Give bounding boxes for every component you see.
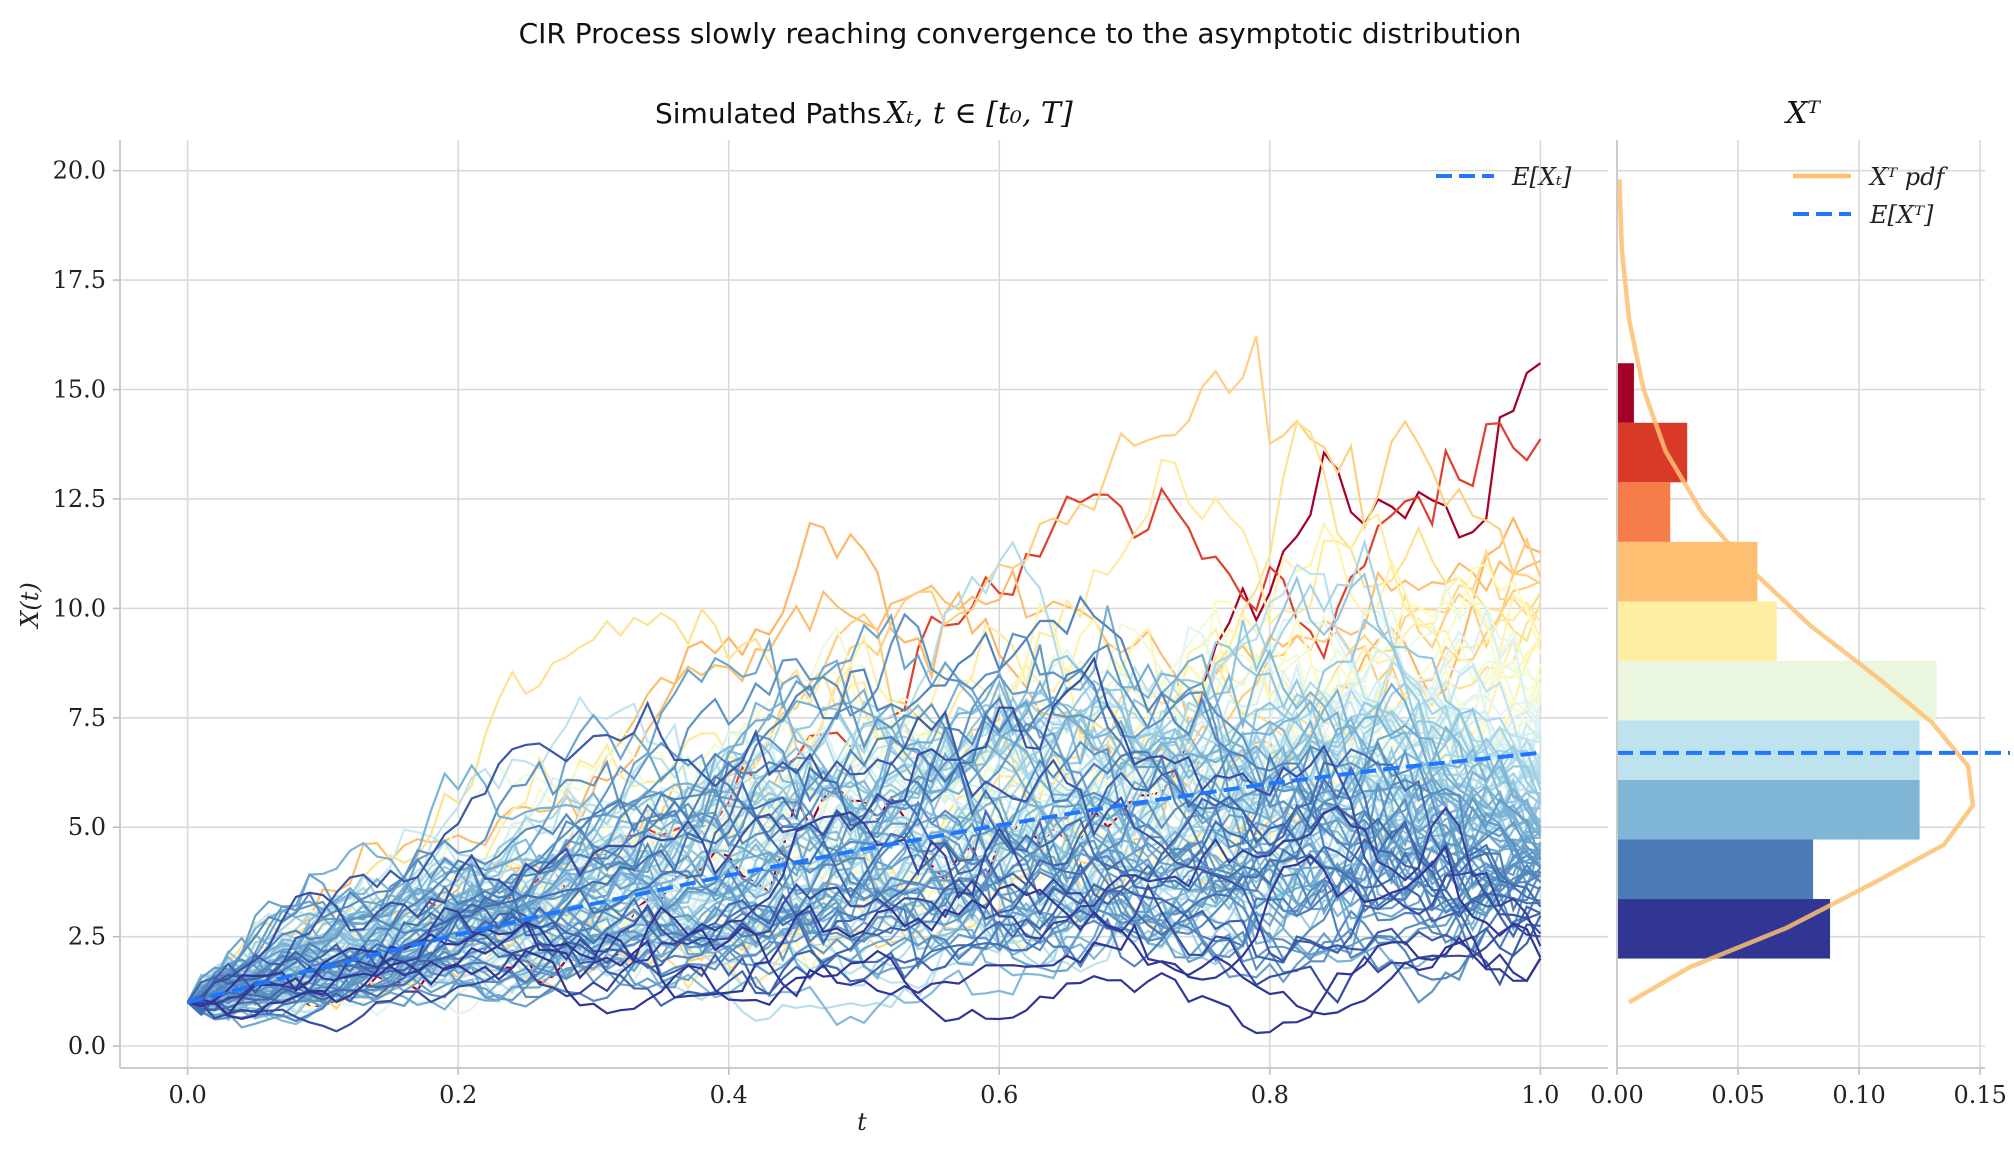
simulated-path (187, 847, 1541, 1004)
simulated-path (186, 748, 1542, 1017)
paths-x-tick-label: 0.6 (980, 1081, 1018, 1109)
legend-pdf-label: Xᵀ pdf (1868, 163, 1949, 191)
expected-value-line (187, 750, 1541, 1005)
paths-y-tick-label: 10.0 (53, 594, 106, 622)
paths-y-tick-label: 12.5 (53, 485, 106, 513)
paths-x-axis-label: t (857, 1108, 867, 1136)
simulated-path (187, 878, 1542, 1004)
paths-x-tick-label: 0.8 (1251, 1081, 1289, 1109)
paths-y-tick-label: 15.0 (53, 376, 106, 404)
simulated-path (187, 804, 1542, 1006)
paths-x-tick-label: 0.0 (169, 1081, 207, 1109)
simulated-path (186, 644, 1542, 1008)
simulated-path (187, 656, 1542, 1004)
simulated-path (186, 594, 1542, 1004)
histogram-bar (1617, 720, 1920, 780)
pdf-curve (1617, 179, 1976, 1005)
simulated-path (187, 667, 1542, 1004)
histogram-bar (1617, 660, 1937, 721)
legend-expected-label: E[Xₜ] (1511, 163, 1572, 191)
histogram-bar (1617, 363, 1634, 423)
paths-y-axis-label: X(t) (16, 582, 44, 629)
histogram-bar (1617, 422, 1688, 483)
paths-x-tick-label: 0.4 (710, 1081, 748, 1109)
paths-spines (119, 140, 1608, 1069)
side-x-tick-label: 0.15 (1953, 1081, 2006, 1109)
paths-y-tick-label: 0.0 (68, 1032, 106, 1060)
paths-axes-title-text: Simulated Paths (655, 97, 882, 130)
simulated-path (187, 844, 1542, 1016)
histogram-bars (1617, 363, 1937, 959)
simulated-paths (186, 335, 1542, 1035)
histogram-bar (1617, 899, 1831, 959)
side-x-tick-label: 0.00 (1590, 1081, 1643, 1109)
simulated-path (187, 612, 1542, 1004)
histogram-bar (1617, 601, 1777, 661)
simulated-path (187, 797, 1541, 1004)
simulated-path (187, 840, 1542, 1004)
side-spines (1616, 140, 1985, 1069)
paths-x-tick-label: 1.0 (1521, 1081, 1559, 1109)
paths-legend: E[Xₜ] (1436, 163, 1572, 191)
figure-suptitle: CIR Process slowly reaching convergence … (519, 17, 1522, 50)
simulated-path (187, 795, 1541, 1011)
paths-y-tick-label: 20.0 (53, 157, 106, 185)
terminal-distribution-axes: Xᵀ 0.00 0.05 0.10 0.15 Xᵀ pdf E[Xᵀ] (1590, 96, 2010, 1109)
simulated-path (187, 701, 1542, 1004)
simulated-path (187, 922, 1542, 1016)
simulated-path (187, 700, 1541, 1004)
simulated-path (187, 826, 1541, 1033)
side-x-tick-label: 0.10 (1832, 1081, 1885, 1109)
paths-y-tick-label: 5.0 (68, 813, 106, 841)
side-axes-title: Xᵀ (1784, 96, 1821, 131)
simulated-path (186, 808, 1542, 1011)
histogram-bar (1617, 779, 1920, 840)
histogram-bar (1617, 839, 1814, 900)
paths-x-ticks: 0.0 0.2 0.4 0.6 0.8 1.0 (169, 1068, 1559, 1109)
simulated-path (186, 769, 1541, 1003)
side-x-tick-label: 0.05 (1711, 1081, 1764, 1109)
paths-y-tick-label: 2.5 (68, 923, 106, 951)
histogram-bar (1617, 482, 1671, 542)
legend-terminal-expected-label: E[Xᵀ] (1869, 201, 1934, 229)
simulated-path (186, 741, 1541, 1004)
side-legend: Xᵀ pdf E[Xᵀ] (1793, 163, 1949, 229)
paths-axes-title-math: Xₜ, t ∈ [t₀, T] (883, 96, 1073, 131)
simulated-path (186, 648, 1542, 1017)
paths-y-tick-label: 17.5 (53, 266, 106, 294)
paths-y-ticks: 0.0 2.5 5.0 7.5 10.0 12.5 15.0 17.5 20.0 (53, 157, 120, 1060)
paths-x-tick-label: 0.2 (439, 1081, 477, 1109)
side-x-ticks: 0.00 0.05 0.10 0.15 (1590, 1068, 2007, 1109)
paths-y-tick-label: 7.5 (68, 704, 106, 732)
simulated-paths-axes: Simulated Paths Xₜ, t ∈ [t₀, T] 0.0 0.2 0.… (16, 96, 1608, 1136)
